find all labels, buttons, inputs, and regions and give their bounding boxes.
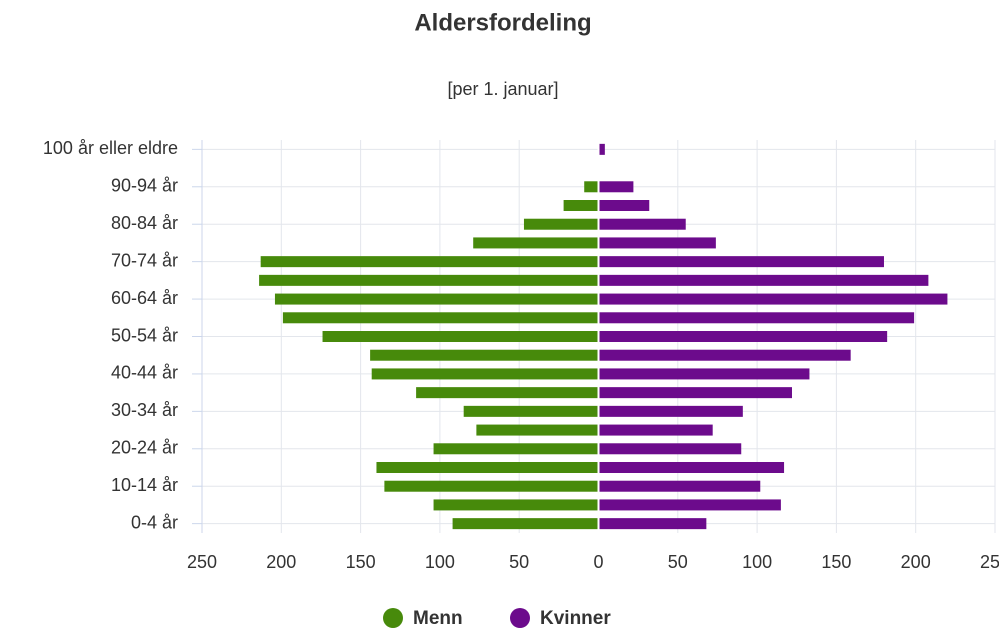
bar bbox=[463, 405, 599, 417]
bar bbox=[282, 312, 599, 324]
y-tick-label: 60-64 år bbox=[111, 288, 178, 308]
y-tick-label: 40-44 år bbox=[111, 363, 178, 383]
legend-marker bbox=[383, 608, 403, 628]
bar bbox=[598, 274, 929, 286]
bar bbox=[376, 462, 599, 473]
bar bbox=[452, 518, 599, 530]
bar bbox=[371, 368, 599, 380]
bar bbox=[476, 424, 599, 436]
bar bbox=[322, 331, 599, 342]
bar bbox=[598, 462, 785, 473]
bar bbox=[598, 424, 713, 436]
bar bbox=[598, 443, 742, 455]
bar bbox=[598, 331, 888, 342]
bar bbox=[598, 368, 810, 380]
legend-label: Menn bbox=[413, 608, 463, 629]
x-tick-label: 50 bbox=[509, 552, 529, 572]
bar bbox=[370, 349, 599, 361]
bar bbox=[598, 405, 743, 417]
bar bbox=[416, 387, 599, 399]
bar bbox=[523, 218, 599, 230]
x-tick-label: 0 bbox=[593, 552, 603, 572]
bar bbox=[260, 256, 599, 268]
y-tick-label: 50-54 år bbox=[111, 325, 178, 345]
y-tick-label: 90-94 år bbox=[111, 176, 178, 196]
legend-marker bbox=[510, 608, 530, 628]
bar bbox=[384, 480, 599, 492]
bar bbox=[598, 293, 948, 305]
bar bbox=[563, 200, 599, 211]
chart-subtitle: [per 1. januar] bbox=[447, 79, 558, 99]
bar bbox=[598, 143, 605, 155]
bar bbox=[274, 293, 599, 305]
x-tick-label: 100 bbox=[425, 552, 455, 572]
bar bbox=[598, 499, 781, 511]
x-tick-label: 150 bbox=[821, 552, 851, 572]
bar bbox=[473, 237, 599, 249]
bar bbox=[598, 181, 634, 193]
y-tick-label: 20-24 år bbox=[111, 438, 178, 458]
bar bbox=[433, 499, 599, 511]
bar bbox=[598, 200, 650, 211]
bar bbox=[598, 349, 851, 361]
y-tick-label: 100 år eller eldre bbox=[43, 138, 178, 158]
bar bbox=[598, 387, 792, 399]
x-tick-label: 150 bbox=[346, 552, 376, 572]
bar bbox=[598, 480, 761, 492]
y-tick-label: 30-34 år bbox=[111, 400, 178, 420]
x-tick-label: 100 bbox=[742, 552, 772, 572]
bar bbox=[598, 218, 686, 230]
x-tick-label: 200 bbox=[266, 552, 296, 572]
bar bbox=[598, 518, 707, 530]
bar bbox=[598, 256, 884, 268]
y-tick-label: 70-74 år bbox=[111, 250, 178, 270]
bar bbox=[598, 312, 915, 324]
bar bbox=[584, 181, 599, 193]
y-tick-label: 80-84 år bbox=[111, 213, 178, 233]
x-tick-label: 250 bbox=[187, 552, 217, 572]
y-tick-label: 10-14 år bbox=[111, 475, 178, 495]
chart-title: Aldersfordeling bbox=[414, 9, 591, 36]
x-tick-label: 50 bbox=[668, 552, 688, 572]
bar bbox=[598, 237, 716, 249]
x-tick-label: 200 bbox=[901, 552, 931, 572]
y-tick-label: 0-4 år bbox=[131, 512, 178, 532]
legend-label: Kvinner bbox=[540, 608, 611, 629]
x-tick-label: 250 bbox=[980, 552, 999, 572]
bar bbox=[433, 443, 599, 455]
bar bbox=[259, 274, 599, 286]
